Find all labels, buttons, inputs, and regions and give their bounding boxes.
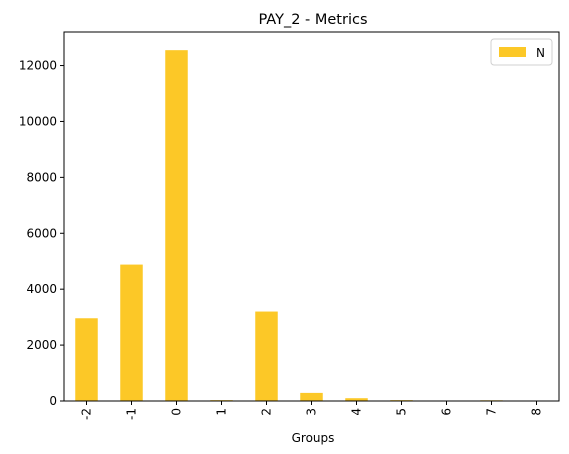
y-tick-label: 8000 — [26, 170, 57, 184]
y-tick-label: 10000 — [19, 114, 57, 128]
legend: N — [490, 38, 553, 66]
legend-swatch — [499, 47, 526, 57]
x-tick-label: 5 — [395, 408, 409, 416]
y-tick-label: 6000 — [26, 226, 57, 240]
y-tick-label: 4000 — [26, 282, 57, 296]
y-axis: 0 2000 4000 6000 8000 10000 12000 — [19, 59, 64, 408]
bar--1 — [120, 264, 143, 401]
x-tick-label: 4 — [350, 408, 364, 416]
bar-4 — [345, 398, 368, 401]
y-tick-label: 0 — [49, 394, 57, 408]
y-tick-label: 2000 — [26, 338, 57, 352]
x-tick-label: -2 — [80, 408, 94, 420]
x-tick-label: 3 — [305, 408, 319, 416]
legend-label: N — [536, 46, 545, 60]
x-tick-label: 1 — [215, 408, 229, 416]
bars-group — [75, 50, 548, 401]
x-tick-label: 8 — [530, 408, 544, 416]
y-tick-label: 12000 — [19, 59, 57, 73]
x-tick-label: -1 — [125, 408, 139, 420]
chart-title: PAY_2 - Metrics — [258, 12, 367, 28]
x-axis: -2 -1 0 1 2 3 4 5 6 7 8 — [80, 401, 544, 420]
x-tick-label: 6 — [440, 408, 454, 416]
bar-3 — [300, 392, 323, 401]
bar-2 — [255, 311, 278, 401]
x-tick-label: 2 — [260, 408, 274, 416]
x-tick-label: 0 — [170, 408, 184, 416]
x-tick-label: 7 — [485, 408, 499, 416]
bar-0 — [165, 50, 188, 401]
bar--2 — [75, 318, 98, 401]
x-axis-label: Groups — [292, 431, 335, 445]
plot-frame — [63, 31, 560, 402]
